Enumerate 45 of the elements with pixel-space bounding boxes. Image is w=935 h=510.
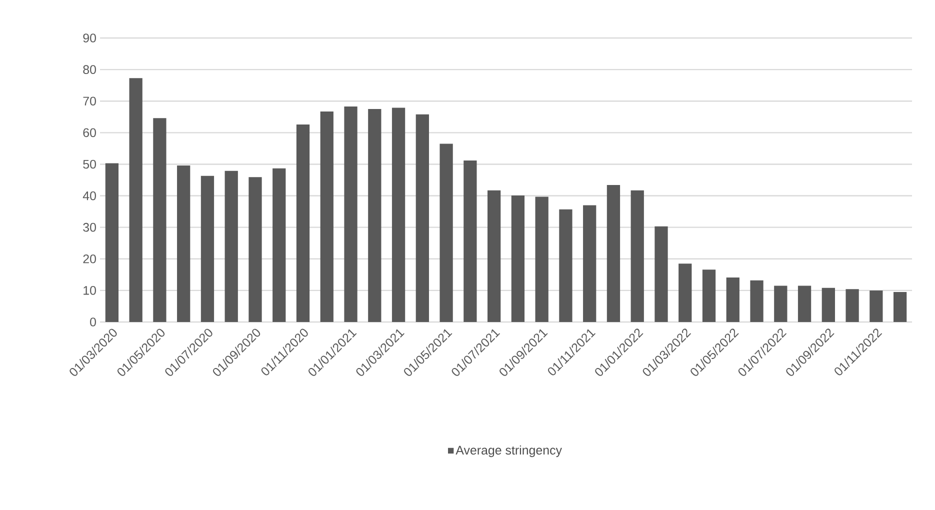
bar <box>224 170 238 322</box>
bar <box>654 226 668 322</box>
bar <box>870 290 883 322</box>
bar <box>750 280 764 322</box>
bar <box>702 270 716 322</box>
y-tick-label: 80 <box>83 65 96 74</box>
bar <box>606 185 620 322</box>
bar <box>511 195 525 322</box>
y-tick-label: 40 <box>82 191 96 200</box>
bar <box>248 177 262 322</box>
bar <box>129 78 142 322</box>
y-tick-label: 20 <box>83 254 96 264</box>
bar <box>559 209 572 322</box>
bar <box>440 144 453 322</box>
bar <box>416 114 429 322</box>
bar <box>630 190 644 322</box>
bar <box>344 106 358 322</box>
bar <box>320 112 334 322</box>
y-tick-label: 30 <box>83 222 96 232</box>
bar <box>822 288 835 322</box>
bar <box>726 278 740 322</box>
y-tick-label: 90 <box>83 34 96 42</box>
bar <box>774 286 788 322</box>
bar <box>392 108 406 322</box>
bar <box>846 289 859 322</box>
bar <box>153 118 166 322</box>
bar <box>487 190 501 322</box>
bar <box>105 163 119 322</box>
bar <box>464 160 477 322</box>
bar <box>200 176 214 322</box>
bar <box>535 196 548 322</box>
bar <box>296 124 310 322</box>
bar <box>894 292 907 322</box>
bar <box>177 165 190 322</box>
bar <box>798 286 812 322</box>
y-tick-label: 70 <box>83 96 96 106</box>
y-tick-label: 60 <box>83 128 96 138</box>
bar <box>272 168 286 322</box>
y-tick-label: 0 <box>90 318 96 326</box>
legend-label: Average stringency <box>456 445 562 458</box>
bar <box>368 109 382 322</box>
y-tick-label: 10 <box>84 286 96 295</box>
bar <box>583 205 596 322</box>
y-tick-label: 50 <box>83 160 96 169</box>
bar <box>678 264 692 322</box>
